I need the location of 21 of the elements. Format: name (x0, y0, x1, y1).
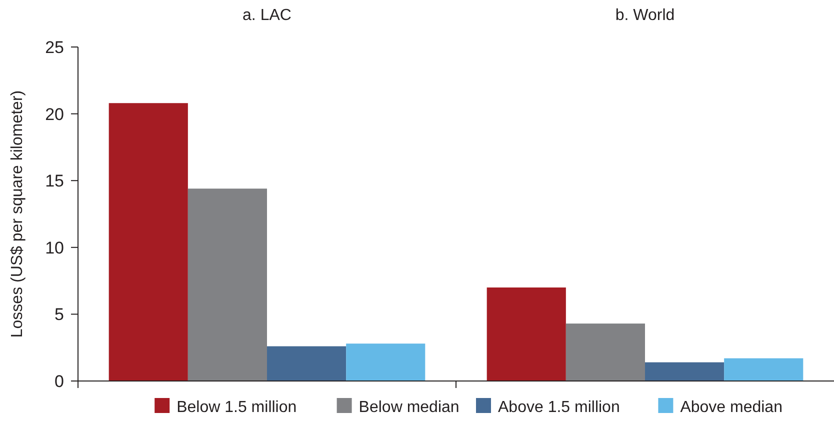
x-tick-label: b. World (615, 7, 675, 24)
y-tick-label: 20 (45, 104, 64, 124)
bar (267, 346, 346, 381)
bar (188, 188, 267, 381)
y-tick-label: 5 (54, 305, 64, 324)
bar (645, 362, 724, 381)
y-tick-label: 10 (45, 238, 64, 258)
legend-label: Above median (680, 399, 782, 416)
bar (724, 358, 804, 381)
legend-label: Below median (358, 399, 460, 416)
legend-label: Below 1.5 million (176, 399, 297, 416)
y-tick-label: 0 (54, 372, 64, 391)
bar (346, 344, 426, 381)
y-axis-title: Losses (US$ per square kilometer) (9, 90, 26, 338)
x-tick-label: a. LAC (242, 7, 292, 24)
bar (486, 287, 566, 381)
bar (566, 324, 645, 381)
bar (108, 103, 188, 381)
y-tick-label: 25 (45, 38, 64, 57)
y-tick-label: 15 (45, 172, 64, 191)
legend-label: Above 1.5 million (498, 399, 620, 416)
